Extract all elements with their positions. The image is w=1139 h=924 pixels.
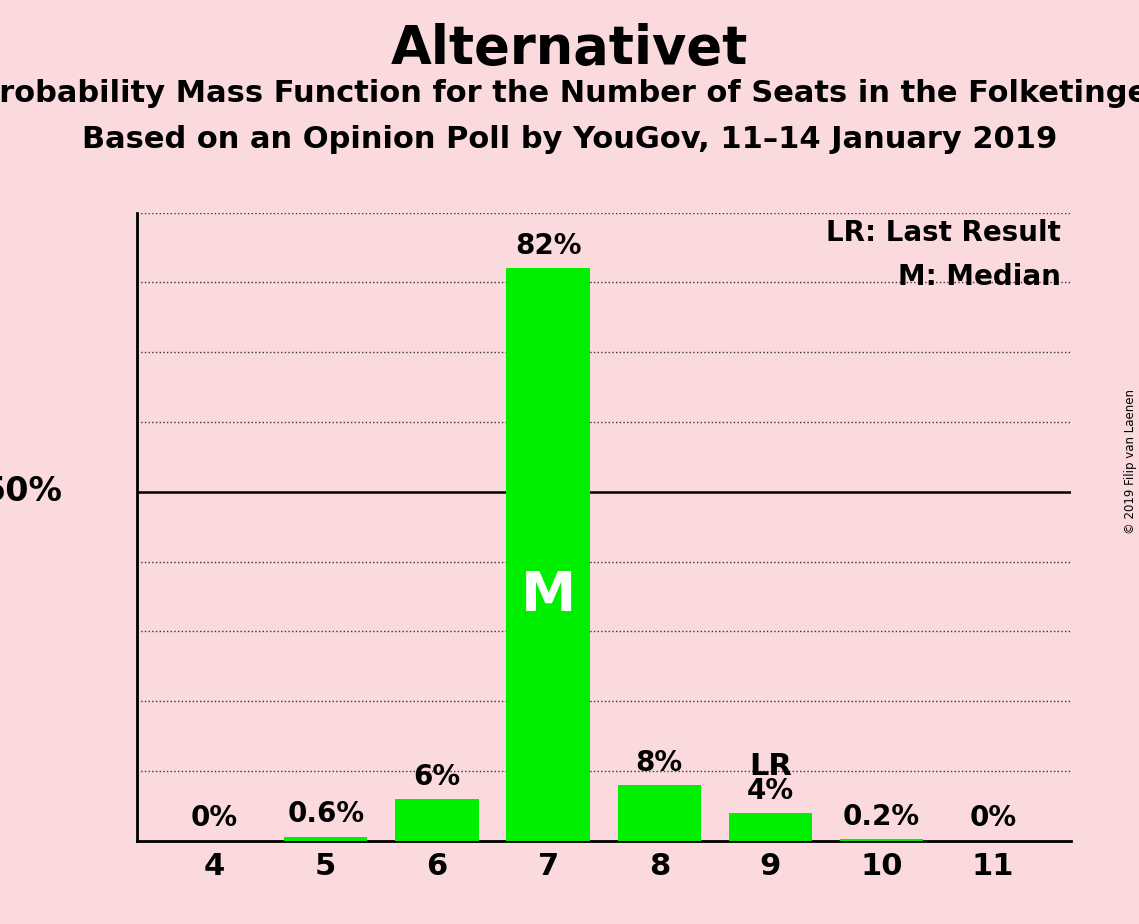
Text: 0.2%: 0.2% [843, 803, 920, 831]
Bar [729, 813, 812, 841]
Bar [839, 839, 924, 841]
Bar [507, 268, 590, 841]
Text: 6%: 6% [413, 762, 460, 791]
Text: M: M [521, 569, 575, 624]
Text: 4%: 4% [747, 776, 794, 805]
Text: Alternativet: Alternativet [391, 23, 748, 75]
Text: LR: LR [749, 752, 792, 782]
Text: 82%: 82% [515, 232, 581, 260]
Text: 0.6%: 0.6% [287, 800, 364, 828]
Text: 8%: 8% [636, 748, 682, 776]
Text: Based on an Opinion Poll by YouGov, 11–14 January 2019: Based on an Opinion Poll by YouGov, 11–1… [82, 125, 1057, 153]
Bar [284, 836, 368, 841]
Text: M: Median: M: Median [899, 262, 1062, 291]
Bar [395, 799, 478, 841]
Text: © 2019 Filip van Laenen: © 2019 Filip van Laenen [1124, 390, 1137, 534]
Text: 0%: 0% [191, 805, 238, 833]
Text: 50%: 50% [0, 475, 62, 508]
Text: 0%: 0% [969, 805, 1016, 833]
Text: Probability Mass Function for the Number of Seats in the Folketinget: Probability Mass Function for the Number… [0, 79, 1139, 107]
Text: LR: Last Result: LR: Last Result [827, 219, 1062, 247]
Bar [617, 785, 700, 841]
